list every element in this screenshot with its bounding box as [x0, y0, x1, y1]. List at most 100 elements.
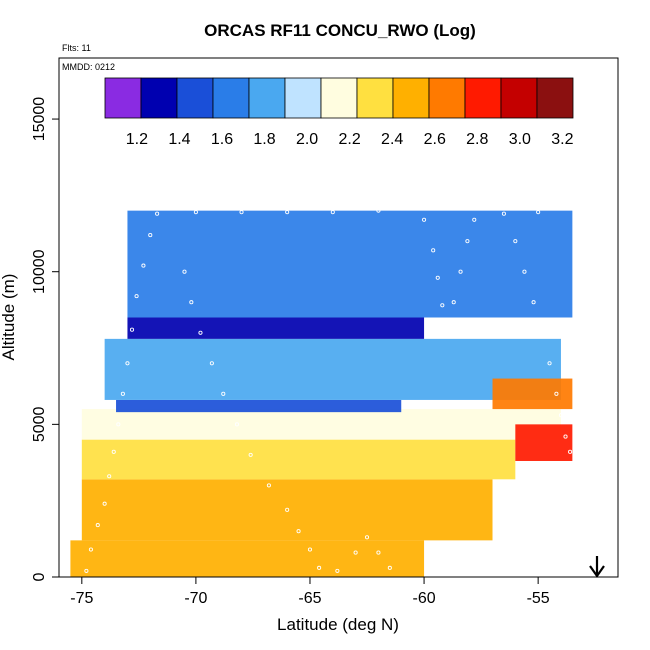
- colorbar-swatch-6: [320, 77, 358, 119]
- field-cell-2: [81, 439, 516, 480]
- track-point-10: [134, 294, 139, 299]
- colorbar-swatch-7: [356, 77, 394, 119]
- track-point-56: [558, 413, 564, 418]
- field-cell-6: [127, 317, 425, 339]
- track-point-19: [422, 205, 427, 210]
- track-point-42: [435, 275, 440, 280]
- colorbar-label-7: 2.6: [424, 131, 446, 148]
- track-point-31: [285, 507, 290, 512]
- track-point-12: [148, 233, 153, 238]
- colorbar-swatch-3: [212, 77, 250, 119]
- track-point-9: [129, 327, 135, 332]
- y-tick-label-3: 15000: [31, 97, 48, 142]
- track-point-44: [444, 330, 449, 335]
- field-cell-3: [81, 409, 561, 440]
- track-point-29: [248, 452, 253, 457]
- track-point-39: [387, 565, 392, 570]
- track-point-16: [285, 210, 290, 215]
- track-point-57: [563, 434, 568, 439]
- track-point-33: [307, 547, 313, 552]
- x-tick-label-3: -60: [412, 590, 435, 607]
- track-point-24: [189, 300, 194, 305]
- track-point-15: [239, 210, 244, 215]
- flights-label: Flts: 11: [62, 43, 91, 53]
- track-point-45: [451, 300, 456, 305]
- track-point-26: [209, 361, 214, 366]
- colorbar-swatch-12: [536, 77, 574, 119]
- track-point-18: [376, 208, 381, 213]
- colorbar-swatch-0: [104, 77, 142, 119]
- x-tick-label-4: -55: [527, 590, 550, 607]
- colorbar-swatch-4: [248, 77, 286, 119]
- field-cell-8: [492, 378, 573, 410]
- track-point-52: [531, 300, 536, 305]
- track-point-4: [107, 474, 112, 479]
- track-point-58: [568, 449, 573, 454]
- colorbar-swatch-2: [176, 77, 214, 119]
- colorbar-label-9: 3.0: [509, 131, 531, 148]
- date-label: MMDD: 0212: [62, 62, 115, 72]
- x-tick-label-2: -65: [298, 590, 321, 607]
- track-point-22: [536, 210, 541, 215]
- colorbar-swatch-11: [500, 77, 538, 119]
- track-point-35: [335, 568, 340, 573]
- colorbar: 1.2 1.4 1.6 1.8 2.0 2.2 2.4 2.6 2.8 3.0 3.2: [104, 77, 574, 148]
- track-point-11: [141, 263, 146, 268]
- track-point-48: [472, 217, 477, 222]
- y-tick-label-1: 5000: [31, 406, 48, 442]
- track-point-34: [317, 565, 322, 570]
- x-tick-label-1: -70: [184, 590, 207, 607]
- track-point-55: [554, 391, 559, 396]
- track-point-30: [266, 483, 271, 488]
- track-point-7: [120, 391, 125, 396]
- y-tick-label-2: 10000: [31, 249, 48, 294]
- heatmap-field: [70, 210, 573, 577]
- colorbar-swatch-10: [464, 77, 502, 119]
- track-point-36: [353, 550, 358, 555]
- field-cell-4: [116, 399, 402, 413]
- flight-track: [84, 205, 573, 573]
- track-point-27: [221, 391, 226, 396]
- x-axis-label: Latitude (deg N): [277, 615, 399, 634]
- x-axis: -75 -70 -65 -60 -55: [70, 576, 550, 607]
- field-cell-0: [70, 540, 425, 577]
- track-point-2: [95, 523, 100, 528]
- y-axis: 0 5000 10000 15000: [31, 97, 60, 581]
- colorbar-swatch-9: [428, 77, 466, 119]
- colorbar-label-2: 1.6: [211, 131, 233, 148]
- field-cell-1: [81, 479, 493, 541]
- track-point-23: [182, 269, 187, 274]
- track-point-28: [234, 422, 240, 427]
- track-point-47: [465, 239, 470, 244]
- y-tick-label-0: 0: [31, 572, 48, 581]
- track-point-41: [431, 248, 436, 253]
- track-point-25: [198, 330, 203, 335]
- colorbar-label-8: 2.8: [466, 131, 488, 148]
- track-point-6: [116, 422, 121, 427]
- down-arrow-icon: [589, 556, 605, 578]
- track-point-53: [540, 330, 545, 335]
- x-tick-label-0: -75: [70, 590, 93, 607]
- colorbar-label-1: 1.4: [168, 131, 190, 148]
- track-point-46: [458, 269, 463, 274]
- track-point-21: [513, 205, 518, 210]
- track-point-40: [422, 217, 427, 222]
- track-point-43: [440, 303, 445, 308]
- track-point-0: [84, 568, 89, 573]
- field-cell-5: [104, 338, 561, 400]
- track-point-8: [125, 361, 130, 366]
- colorbar-swatch-5: [284, 77, 322, 119]
- track-point-5: [111, 449, 116, 454]
- track-point-37: [364, 535, 370, 540]
- colorbar-label-10: 3.2: [551, 131, 573, 148]
- colorbar-label-3: 1.8: [253, 131, 275, 148]
- chart-title: ORCAS RF11 CONCU_RWO (Log): [204, 21, 476, 40]
- track-point-3: [102, 501, 107, 506]
- track-point-32: [296, 529, 301, 534]
- track-point-13: [155, 211, 160, 216]
- track-point-50: [513, 239, 518, 244]
- track-point-20: [467, 205, 472, 210]
- colorbar-label-6: 2.4: [381, 131, 403, 148]
- colorbar-swatch-1: [140, 77, 178, 119]
